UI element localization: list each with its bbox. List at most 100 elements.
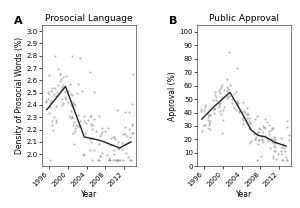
Point	[47, 101, 52, 104]
Point	[115, 158, 119, 162]
Point	[108, 158, 113, 162]
Point	[78, 120, 83, 123]
Point	[130, 124, 134, 127]
Point	[115, 158, 120, 162]
Point	[48, 158, 53, 162]
Point	[207, 121, 212, 125]
Point	[240, 117, 244, 120]
Point	[122, 125, 127, 128]
Point	[262, 126, 267, 129]
Point	[219, 131, 224, 135]
Point	[98, 155, 102, 158]
Point	[120, 147, 124, 150]
Point	[267, 146, 272, 150]
Point	[248, 121, 253, 124]
Point	[260, 134, 265, 137]
Point	[84, 122, 89, 125]
Point	[199, 109, 204, 113]
Point	[112, 135, 117, 139]
Point	[125, 155, 130, 158]
Point	[235, 101, 240, 105]
Point	[203, 123, 208, 127]
Point	[270, 127, 275, 130]
Point	[284, 158, 289, 161]
Point	[240, 123, 245, 126]
Point	[235, 66, 239, 70]
Point	[89, 122, 94, 125]
Point	[89, 158, 94, 162]
Point	[129, 158, 134, 162]
Point	[112, 148, 117, 151]
X-axis label: Year: Year	[81, 190, 97, 199]
Point	[282, 146, 286, 149]
Point	[207, 113, 212, 117]
Point	[281, 158, 286, 161]
Point	[46, 90, 50, 93]
Point	[91, 149, 96, 152]
Point	[283, 149, 287, 152]
Point	[92, 90, 96, 94]
Point	[88, 138, 93, 141]
Point	[220, 118, 225, 122]
Point	[270, 127, 275, 130]
Point	[260, 139, 265, 142]
Point	[72, 142, 76, 146]
Point	[60, 98, 64, 101]
Point	[107, 158, 112, 162]
Point	[273, 139, 278, 142]
Point	[123, 132, 128, 136]
Point	[202, 105, 207, 108]
Point	[252, 133, 256, 136]
Y-axis label: Approval (%): Approval (%)	[168, 71, 177, 121]
Point	[254, 114, 259, 117]
Point	[117, 146, 122, 149]
Point	[80, 152, 85, 155]
Point	[56, 67, 61, 71]
Point	[259, 154, 264, 158]
Point	[76, 125, 81, 128]
Point	[100, 126, 105, 130]
Title: Prosocial Language: Prosocial Language	[45, 14, 133, 23]
Point	[272, 135, 276, 139]
Point	[242, 111, 247, 114]
Point	[247, 120, 252, 123]
Point	[93, 129, 98, 132]
Point	[113, 158, 118, 162]
Point	[265, 121, 269, 124]
Point	[219, 112, 224, 116]
Point	[97, 158, 101, 162]
Point	[249, 139, 254, 142]
Point	[261, 124, 266, 128]
Point	[115, 158, 119, 161]
Point	[213, 93, 218, 97]
Point	[60, 85, 65, 88]
Point	[205, 113, 210, 116]
Point	[126, 141, 131, 144]
Point	[278, 149, 283, 152]
Point	[102, 129, 107, 132]
Point	[234, 90, 239, 93]
Point	[85, 118, 90, 121]
Point	[262, 135, 267, 138]
Point	[235, 100, 240, 103]
Point	[44, 100, 49, 103]
Point	[131, 132, 136, 135]
Point	[69, 54, 74, 57]
Point	[281, 142, 286, 145]
Point	[199, 107, 204, 110]
Point	[54, 120, 59, 123]
Point	[71, 105, 76, 108]
Point	[75, 114, 80, 117]
Point	[285, 158, 290, 161]
Point	[271, 154, 276, 157]
Point	[61, 102, 66, 105]
Point	[65, 90, 70, 93]
Point	[130, 102, 134, 106]
Point	[272, 142, 277, 145]
Point	[265, 136, 269, 140]
Point	[54, 91, 59, 94]
Point	[225, 85, 230, 88]
Point	[54, 118, 58, 121]
Point	[100, 152, 104, 155]
Point	[73, 124, 78, 127]
